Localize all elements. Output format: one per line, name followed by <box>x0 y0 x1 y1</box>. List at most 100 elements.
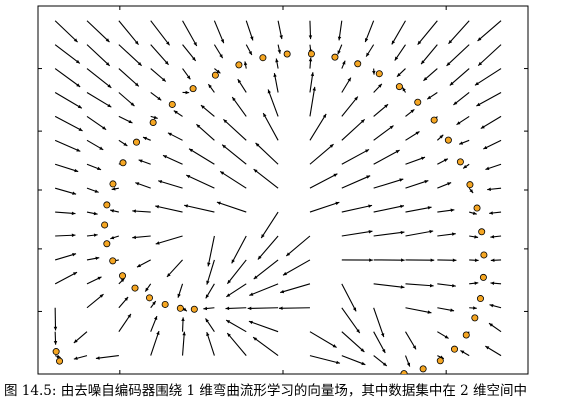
vector-arrow-40 <box>372 68 376 75</box>
vector-arrow-186 <box>225 306 247 311</box>
vector-field-plot <box>37 5 529 375</box>
vector-arrow-21 <box>245 44 253 56</box>
vector-arrow-150 <box>54 253 77 261</box>
vector-arrow-82 <box>262 112 279 141</box>
vector-arrow-115 <box>373 178 404 189</box>
vector-arrow-215 <box>206 331 215 356</box>
vector-arrow-8 <box>308 20 313 40</box>
vector-arrow-41 <box>396 68 406 78</box>
vector-arrow-18 <box>150 44 169 66</box>
vector-arrow-78 <box>142 136 151 141</box>
vector-arrow-188 <box>278 306 310 310</box>
vector-arrow-38 <box>308 57 313 69</box>
vector-arrow-131 <box>405 206 432 213</box>
vector-arrow-195 <box>53 331 58 345</box>
vector-arrow-9 <box>337 20 343 41</box>
vector-arrow-151 <box>86 256 100 261</box>
data-point-34 <box>476 295 484 303</box>
vector-arrow-154 <box>166 259 183 278</box>
vector-arrow-7 <box>277 20 283 40</box>
vector-arrow-85 <box>373 125 394 141</box>
vector-arrow-61 <box>86 115 107 131</box>
data-point-33 <box>479 273 487 281</box>
vector-arrow-129 <box>341 204 373 213</box>
vector-arrow-86 <box>405 131 420 141</box>
data-point-36 <box>52 348 60 356</box>
vector-arrow-193 <box>469 306 477 310</box>
vector-arrow-51 <box>237 78 247 93</box>
vector-arrow-156 <box>226 259 247 285</box>
vector-arrow-192 <box>437 307 455 312</box>
vector-arrow-46 <box>86 92 112 108</box>
vector-arrow-216 <box>226 332 247 356</box>
vector-arrow-119 <box>487 187 502 191</box>
vector-arrow-161 <box>405 258 435 262</box>
vector-arrow-130 <box>373 204 405 213</box>
vector-arrow-138 <box>132 235 151 240</box>
vector-arrow-141 <box>231 235 247 264</box>
data-point-23 <box>375 70 383 78</box>
vector-arrow-182 <box>118 296 129 309</box>
vector-arrow-218 <box>309 355 341 365</box>
vector-arrow-105 <box>54 187 77 195</box>
vector-arrow-172 <box>249 283 279 296</box>
vector-arrow-54 <box>341 77 352 93</box>
data-point-26 <box>430 116 438 124</box>
vector-arrow-30 <box>54 68 81 88</box>
vector-arrow-103 <box>462 163 470 169</box>
data-point-20 <box>307 50 315 58</box>
vector-arrow-221 <box>404 355 411 367</box>
vector-arrow-128 <box>309 201 340 213</box>
vector-arrow-47 <box>118 92 135 107</box>
vector-arrow-39 <box>341 60 346 69</box>
vector-arrow-149 <box>490 235 502 239</box>
data-point-24 <box>395 83 403 91</box>
data-point-6 <box>109 257 117 265</box>
vector-arrow-45 <box>54 92 83 109</box>
vector-arrow-11 <box>391 20 406 45</box>
vector-arrow-33 <box>150 68 167 82</box>
vector-arrow-181 <box>86 293 104 309</box>
vector-arrow-62 <box>118 115 133 124</box>
vector-arrow-59 <box>476 91 502 107</box>
data-point-25 <box>414 98 422 106</box>
vector-arrow-10 <box>364 20 375 43</box>
vector-arrow-104 <box>485 163 502 170</box>
vector-arrow-198 <box>150 315 158 332</box>
vector-arrow-121 <box>86 211 98 216</box>
vector-arrow-206 <box>405 331 417 350</box>
data-point-7 <box>103 240 111 248</box>
vector-arrow-29 <box>477 44 502 67</box>
vector-arrow-99 <box>341 148 370 165</box>
vector-arrow-80 <box>196 123 215 141</box>
data-point-28 <box>456 158 464 166</box>
vector-arrow-55 <box>373 83 383 93</box>
vector-arrow-199 <box>181 317 185 332</box>
vector-arrow-140 <box>207 235 215 267</box>
vector-arrow-106 <box>86 187 99 193</box>
data-point-9 <box>103 201 111 209</box>
vector-arrow-5 <box>213 20 225 44</box>
vector-arrow-214 <box>182 331 186 356</box>
vector-arrow-183 <box>150 300 157 309</box>
vector-arrow-81 <box>223 118 247 141</box>
vector-arrow-134 <box>489 211 502 215</box>
vector-arrow-125 <box>184 204 215 213</box>
vector-arrow-16 <box>86 44 111 67</box>
data-point-10 <box>109 180 117 188</box>
data-point-18 <box>259 54 267 62</box>
vector-arrow-127 <box>260 211 279 239</box>
vector-arrow-97 <box>255 142 279 165</box>
vector-arrow-157 <box>253 259 279 280</box>
vector-arrow-167 <box>118 277 125 285</box>
vector-arrow-145 <box>373 230 405 237</box>
vector-arrow-2 <box>118 20 139 46</box>
vector-arrow-162 <box>437 258 457 262</box>
vector-arrow-205 <box>373 331 386 354</box>
vector-arrow-110 <box>186 174 215 189</box>
vector-arrow-56 <box>402 87 406 93</box>
data-point-3 <box>145 294 153 302</box>
vector-arrow-70 <box>373 103 389 117</box>
vector-arrow-209 <box>488 322 502 333</box>
